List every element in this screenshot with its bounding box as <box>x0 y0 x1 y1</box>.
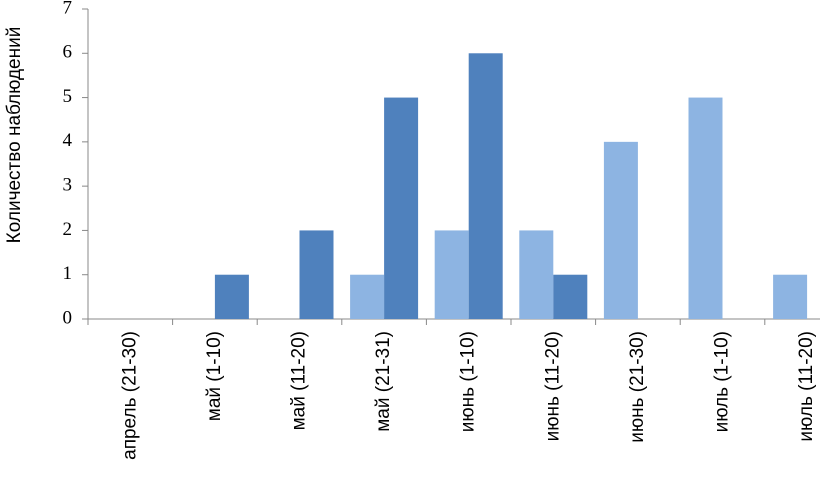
bar <box>688 97 723 319</box>
bar <box>603 141 638 319</box>
bar <box>468 53 503 320</box>
x-tick-label: июнь (11-20) <box>542 331 563 441</box>
bar <box>350 274 385 319</box>
x-tick-label: май (1-10) <box>204 331 225 421</box>
y-tick-label: 6 <box>63 42 73 63</box>
y-axis-title: Количество наблюдений <box>4 27 25 244</box>
y-tick-label: 5 <box>63 86 73 107</box>
bar <box>434 230 469 319</box>
x-tick-label: апрель (21-30) <box>119 331 140 460</box>
bar <box>773 274 808 319</box>
bar <box>519 230 554 319</box>
x-tick-label: май (21-31) <box>373 331 394 432</box>
x-tick-label: май (11-20) <box>289 331 310 430</box>
y-tick-label: 2 <box>63 219 73 240</box>
y-tick-label: 7 <box>63 0 73 18</box>
y-tick-label: 4 <box>63 130 73 151</box>
y-tick-label: 0 <box>63 307 73 328</box>
y-tick-label: 3 <box>63 175 73 196</box>
x-tick-label: июль (1-10) <box>712 331 733 432</box>
x-tick-label: июнь (21-30) <box>627 331 648 443</box>
bar <box>384 97 419 319</box>
bar <box>553 274 588 319</box>
x-tick-label: июль (11-20) <box>796 331 817 442</box>
bar <box>299 230 334 319</box>
x-tick-label: июнь (1-10) <box>458 331 479 432</box>
bar <box>214 274 249 319</box>
y-tick-label: 1 <box>63 263 73 284</box>
